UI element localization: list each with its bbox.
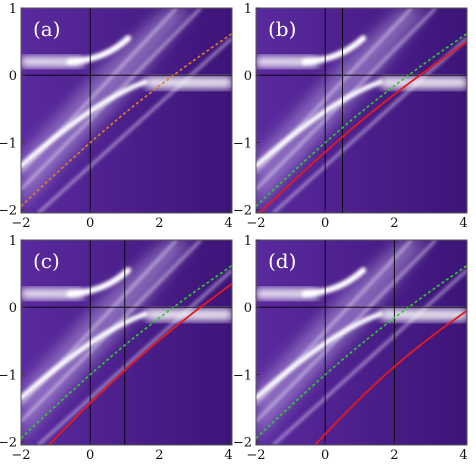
panel-label: (c) xyxy=(33,249,60,273)
panel-label: (d) xyxy=(268,249,296,273)
diagonal-streak xyxy=(37,37,232,213)
y-tick-label: −1 xyxy=(0,368,17,383)
panel-b: −2 0 2 4 −2 −1 0 1 (b) xyxy=(233,2,468,231)
upper-branch xyxy=(301,35,367,65)
upper-branch xyxy=(66,267,132,297)
solid-line xyxy=(314,309,467,445)
x-tick-label: −2 xyxy=(11,216,30,231)
plot-frame xyxy=(20,7,233,214)
x-tick-label: 4 xyxy=(459,448,467,463)
y-tick-label: 1 xyxy=(244,234,252,249)
solid-line xyxy=(258,40,467,213)
y-tick-label: 0 xyxy=(9,301,17,316)
upper-band xyxy=(256,56,319,68)
y-tick-label: −2 xyxy=(0,204,17,219)
x-tick-label: 4 xyxy=(459,216,467,231)
x-tick-label: 4 xyxy=(224,216,232,231)
x-tick-label: 0 xyxy=(321,448,329,463)
panel-d: −2 0 2 4 −2 −1 0 1 (d) xyxy=(233,234,468,463)
y-tick-label: −1 xyxy=(233,136,252,151)
solid-line xyxy=(48,282,232,445)
y-tick-label: 0 xyxy=(244,301,252,316)
x-tick-label: −2 xyxy=(246,216,265,231)
upper-band xyxy=(21,56,84,68)
upper-band xyxy=(256,288,319,300)
plot-area xyxy=(256,240,467,445)
y-tick-label: −2 xyxy=(0,436,17,451)
plot-area xyxy=(21,240,232,445)
panel-label: (b) xyxy=(268,17,296,41)
y-tick-label: 1 xyxy=(9,234,17,249)
x-tick-label: 0 xyxy=(86,448,94,463)
plot-frame xyxy=(255,239,468,446)
upper-band xyxy=(21,288,84,300)
x-tick-label: 2 xyxy=(155,448,163,463)
panel-label: (a) xyxy=(33,17,61,41)
plot-frame xyxy=(255,7,468,214)
panel-c: −2 0 2 4 −2 −1 0 1 (c) xyxy=(0,234,233,463)
x-tick-label: 2 xyxy=(390,216,398,231)
upper-branch xyxy=(301,267,367,297)
y-tick-label: −2 xyxy=(233,204,252,219)
plot-frame xyxy=(20,239,233,446)
y-tick-label: 1 xyxy=(9,2,17,17)
y-tick-label: 0 xyxy=(244,69,252,84)
diagonal-streak xyxy=(272,37,467,213)
y-tick-label: −1 xyxy=(233,368,252,383)
upper-branch xyxy=(66,35,132,65)
x-tick-label: 0 xyxy=(86,216,94,231)
diagonal-streak xyxy=(272,269,467,445)
y-tick-label: 0 xyxy=(9,69,17,84)
panel-a: −2 0 2 4 −2 −1 0 1 (a) xyxy=(0,2,233,231)
x-tick-label: 4 xyxy=(224,448,232,463)
x-tick-label: −2 xyxy=(246,448,265,463)
y-tick-label: 1 xyxy=(244,2,252,17)
x-tick-label: 0 xyxy=(321,216,329,231)
diagonal-streak xyxy=(37,269,232,445)
y-tick-label: −1 xyxy=(0,136,17,151)
x-tick-label: −2 xyxy=(11,448,30,463)
x-tick-label: 2 xyxy=(390,448,398,463)
plot-area xyxy=(256,8,467,213)
x-tick-label: 2 xyxy=(155,216,163,231)
plot-area xyxy=(21,8,232,213)
y-tick-label: −2 xyxy=(233,436,252,451)
